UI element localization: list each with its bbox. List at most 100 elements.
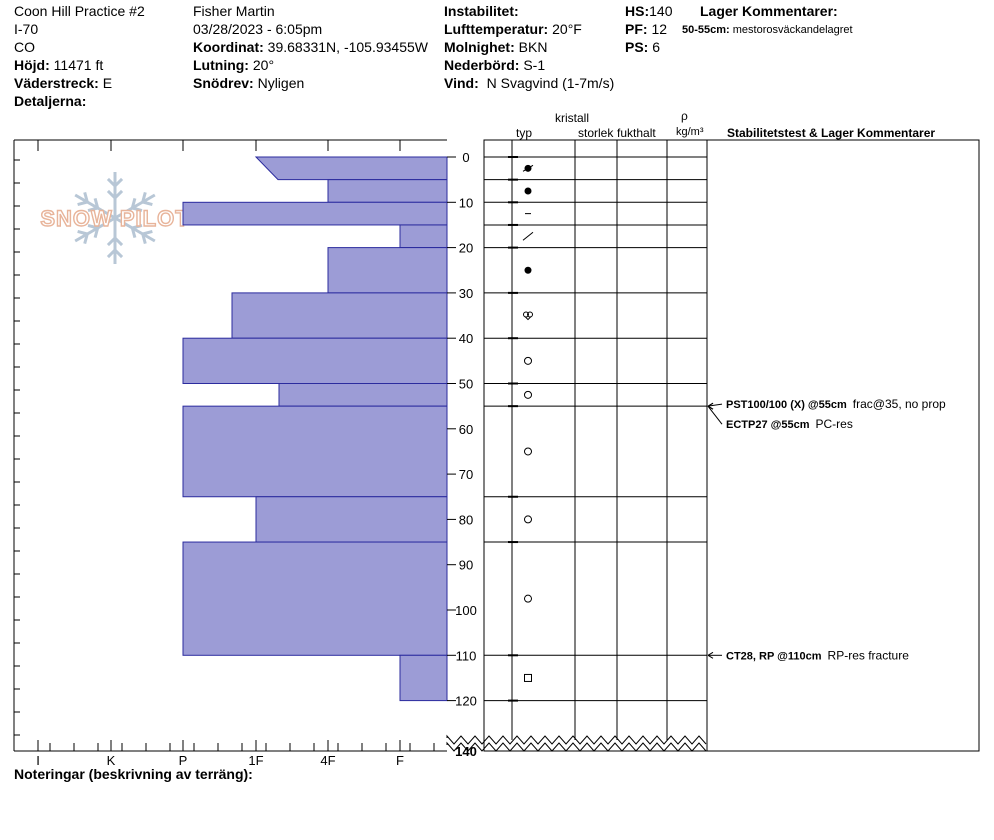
- cloud-row: Molnighet: BKN: [444, 39, 547, 56]
- depth-label: 110: [456, 648, 477, 663]
- logo-text: SNOW PILOT: [40, 206, 189, 231]
- hardness-layer: [255, 496, 448, 543]
- stability-test-label: CT28, RP @110cm: [726, 650, 822, 662]
- aspect-row: Väderstreck: E: [14, 75, 112, 92]
- hardness-profile: [182, 156, 448, 702]
- precip-label: Nederbörd:: [444, 57, 520, 73]
- elevation-value: 11471 ft: [53, 57, 104, 73]
- elevation-label: Höjd:: [14, 57, 50, 73]
- layer-comment-row: 50-55cm: mestorosväckandelagret: [682, 22, 853, 39]
- hardness-layer: [327, 247, 448, 294]
- hardness-layer: [278, 383, 448, 407]
- depth-break: [446, 734, 707, 745]
- snowflake-branch: [93, 227, 100, 239]
- stability-arrowhead: [707, 402, 714, 410]
- aspect-value: E: [102, 75, 113, 91]
- depth-label: 50: [459, 377, 473, 392]
- hardness-layer: [399, 224, 448, 249]
- column-rho: ρ: [681, 109, 688, 123]
- notes-label: Noteringar (beskrivning av terräng):: [14, 766, 253, 782]
- wind-label: Vind:: [444, 75, 479, 91]
- hs-row: HS:140: [625, 3, 672, 20]
- depth-label: 60: [459, 422, 473, 437]
- snowflake-branch: [77, 200, 88, 207]
- hs-label: HS:: [625, 3, 650, 19]
- layer-comment-text: mestorosväckandelagret: [732, 24, 853, 36]
- precip-value: S-1: [523, 57, 546, 73]
- precip-row: Nederbörd: S-1: [444, 57, 545, 74]
- stability-tests: PST100/100 (X) @55cm frac@35, no prop ECTP…: [707, 397, 946, 662]
- layer-comments-title: Lager Kommentarer:: [700, 3, 838, 19]
- cloud-label: Molnighet:: [444, 39, 515, 55]
- hs-value: 140: [649, 3, 673, 19]
- depth-break: [446, 741, 707, 752]
- site-state: CO: [14, 39, 35, 55]
- stability-test-label: PST100/100 (X) @55cm: [726, 399, 847, 411]
- snowflake-branch: [87, 206, 99, 213]
- pf-value: 12: [651, 21, 668, 37]
- snowflake-branch: [87, 223, 99, 230]
- snowflake-branch: [113, 248, 124, 259]
- elevation-row: Höjd: 11471 ft: [14, 57, 103, 74]
- wind-row: Vind: N Svagvind (1-7m/s): [444, 75, 614, 92]
- drift-row: Snödrev: Nyligen: [193, 75, 304, 92]
- snowflake-arm: [74, 216, 116, 243]
- snowflake-branch: [106, 177, 117, 188]
- open-circle-icon: [524, 356, 532, 365]
- site-name: Coon Hill Practice #2: [14, 3, 145, 19]
- stability-test-label: ECTP27 @55cm: [726, 419, 810, 431]
- pf-label: PF:: [625, 21, 648, 37]
- aspect-label: Väderstreck:: [14, 75, 99, 91]
- snowflake-branch: [131, 206, 143, 213]
- depth-label: 10: [459, 195, 473, 210]
- airtemp-value: 20°F: [552, 21, 582, 37]
- hardness-layer: [182, 337, 448, 385]
- airtemp-label: Lufttemperatur:: [444, 21, 549, 37]
- column-storlek: storlek: [578, 126, 614, 140]
- open-circle-icon: [524, 594, 532, 603]
- stability-test-comment: PC-res: [816, 417, 853, 431]
- instability-label: Instabilitet:: [444, 3, 519, 19]
- snowflake-branch: [142, 200, 153, 207]
- stability-test-comment: RP-res fracture: [828, 648, 910, 662]
- open-circle-icon: [524, 447, 532, 456]
- site-road: I-70: [14, 21, 39, 37]
- column-fukthalt: fukthalt: [617, 126, 656, 140]
- hardness-layer: [231, 292, 448, 339]
- ps-label: PS:: [625, 39, 649, 55]
- grain-table: [446, 139, 980, 752]
- table-frame: [483, 139, 980, 752]
- ps-row: PS: 6: [625, 39, 660, 56]
- snowflake-branch: [130, 227, 137, 239]
- snowflake-branch: [106, 189, 117, 200]
- snowflake-branch: [113, 177, 124, 188]
- hardness-label: P: [179, 753, 188, 768]
- coordinate-label: Koordinat:: [193, 39, 264, 55]
- depth-label: 20: [459, 241, 473, 256]
- snowpilot-logo: SNOW PILOT: [40, 172, 189, 264]
- depth-label: 100: [455, 603, 477, 618]
- open-circle-icon: [524, 390, 532, 399]
- snowflake-icon: [74, 172, 156, 264]
- depth-label: 120: [455, 694, 477, 709]
- snowflake-branch: [83, 191, 89, 203]
- snowflake-arm: [114, 193, 156, 220]
- hardness-layer: [182, 541, 448, 656]
- drift-value: Nyligen: [257, 75, 305, 91]
- open-circle-icon: [524, 515, 532, 524]
- snowflake-arm: [114, 216, 156, 243]
- depth-label: 90: [459, 558, 473, 573]
- snowflake-branch: [141, 191, 147, 203]
- slope-label: Lutning:: [193, 57, 249, 73]
- rounding-decomposing-icon: [522, 164, 534, 172]
- layer-comment-range: 50-55cm:: [682, 24, 730, 36]
- wind-value: N Svagvind (1-7m/s): [486, 75, 615, 91]
- depth-label: 0: [462, 150, 469, 165]
- depth-label: 40: [459, 331, 473, 346]
- mixed-forms-icon: [524, 316, 532, 321]
- hardness-layer: [182, 201, 448, 226]
- snowflake-branch: [141, 233, 147, 245]
- observation-datetime: 03/28/2023 - 6:05pm: [193, 21, 323, 37]
- depth-label: 70: [459, 467, 473, 482]
